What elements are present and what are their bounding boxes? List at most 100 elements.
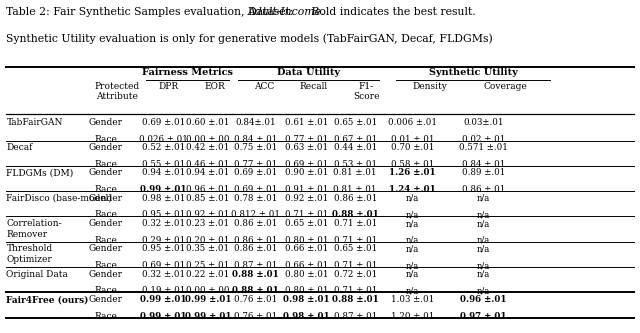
Text: 0.80 ±.01: 0.80 ±.01 (285, 236, 328, 245)
Text: 0.98 ±.01: 0.98 ±.01 (141, 194, 185, 203)
Text: n/a: n/a (477, 261, 490, 270)
Text: 0.812 ±.01: 0.812 ±.01 (231, 210, 280, 219)
Text: 0.99 ±.01: 0.99 ±.01 (140, 295, 186, 304)
Text: Race: Race (94, 286, 117, 295)
Text: 0.98 ±.01: 0.98 ±.01 (284, 295, 330, 304)
Text: 0.42 ±.01: 0.42 ±.01 (186, 143, 230, 152)
Text: 0.77 ±.01: 0.77 ±.01 (234, 160, 277, 169)
Text: 0.69 ±.01: 0.69 ±.01 (141, 118, 185, 127)
Text: 0.81 ±.01: 0.81 ±.01 (333, 185, 377, 194)
Text: n/a: n/a (406, 194, 419, 203)
Text: 0.86 ±.01: 0.86 ±.01 (234, 236, 277, 245)
Text: 0.571 ±.01: 0.571 ±.01 (459, 143, 508, 152)
Text: n/a: n/a (406, 286, 419, 295)
Text: 0.96 ±.01: 0.96 ±.01 (186, 185, 230, 194)
Text: Gender: Gender (88, 118, 123, 127)
Text: EOR: EOR (204, 82, 225, 91)
Text: ACC: ACC (254, 82, 275, 91)
Text: 0.98 ±.01: 0.98 ±.01 (284, 312, 330, 321)
Text: DPR: DPR (158, 82, 179, 91)
Text: 0.75 ±.01: 0.75 ±.01 (234, 143, 277, 152)
Text: Density: Density (413, 82, 447, 91)
Text: 0.86 ±.01: 0.86 ±.01 (461, 185, 505, 194)
Text: 0.67 ±.01: 0.67 ±.01 (333, 135, 377, 144)
Text: n/a: n/a (406, 219, 419, 228)
Text: 0.72 ±.01: 0.72 ±.01 (333, 270, 377, 279)
Text: 0.71 ±.01: 0.71 ±.01 (333, 236, 377, 245)
Text: n/a: n/a (477, 219, 490, 228)
Text: 0.87 ±.01: 0.87 ±.01 (333, 312, 377, 321)
Text: Race: Race (94, 261, 117, 270)
Text: 0.81 ±.01: 0.81 ±.01 (333, 168, 377, 177)
Text: Race: Race (94, 160, 117, 169)
Text: 0.23 ±.01: 0.23 ±.01 (186, 219, 230, 228)
Text: Original Data: Original Data (6, 270, 68, 279)
Text: 1.20 ±.01: 1.20 ±.01 (391, 312, 435, 321)
Text: 1.24 ±.01: 1.24 ±.01 (389, 185, 436, 194)
Text: n/a: n/a (406, 210, 419, 219)
Text: 0.80 ±.01: 0.80 ±.01 (285, 286, 328, 295)
Text: Gender: Gender (88, 168, 123, 177)
Text: 0.88 ±.01: 0.88 ±.01 (232, 270, 279, 279)
Text: 0.65 ±.01: 0.65 ±.01 (285, 219, 328, 228)
Text: 0.95 ±.01: 0.95 ±.01 (141, 210, 185, 219)
Text: 0.71 ±.01: 0.71 ±.01 (333, 261, 377, 270)
Text: 0.20 ±.01: 0.20 ±.01 (186, 236, 230, 245)
Text: n/a: n/a (477, 236, 490, 245)
Text: 0.61 ±.01: 0.61 ±.01 (285, 118, 328, 127)
Text: 0.55 ±.01: 0.55 ±.01 (141, 160, 185, 169)
Text: Synthetic Utility: Synthetic Utility (429, 68, 517, 77)
Text: 0.53 ±.01: 0.53 ±.01 (333, 160, 377, 169)
Text: n/a: n/a (477, 210, 490, 219)
Text: Race: Race (94, 185, 117, 194)
Text: Race: Race (94, 135, 117, 144)
Text: Gender: Gender (88, 270, 123, 279)
Text: n/a: n/a (477, 270, 490, 279)
Text: F1-
Score: F1- Score (353, 82, 380, 101)
Text: 0.86 ±.01: 0.86 ±.01 (333, 194, 377, 203)
Text: Gender: Gender (88, 219, 123, 228)
Text: 0.92 ±.01: 0.92 ±.01 (186, 210, 230, 219)
Text: 0.006 ±.01: 0.006 ±.01 (388, 118, 437, 127)
Text: Threshold
Optimizer: Threshold Optimizer (6, 244, 52, 264)
Text: Gender: Gender (88, 244, 123, 253)
Text: 0.86 ±.01: 0.86 ±.01 (234, 219, 277, 228)
Text: 0.35 ±.01: 0.35 ±.01 (186, 244, 230, 253)
Text: 0.03±.01: 0.03±.01 (463, 118, 504, 127)
Text: Race: Race (94, 210, 117, 219)
Text: 0.00 ±.00: 0.00 ±.00 (186, 135, 230, 144)
Text: 0.92 ±.01: 0.92 ±.01 (285, 194, 328, 203)
Text: 0.96 ±.01: 0.96 ±.01 (460, 295, 506, 304)
Text: 0.76 ±.01: 0.76 ±.01 (234, 312, 277, 321)
Text: 0.69 ±.01: 0.69 ±.01 (141, 261, 185, 270)
Text: 0.76 ±.01: 0.76 ±.01 (234, 295, 277, 304)
Text: 0.97 ±.01: 0.97 ±.01 (460, 312, 506, 321)
Text: n/a: n/a (477, 244, 490, 253)
Text: 0.95 ±.01: 0.95 ±.01 (141, 244, 185, 253)
Text: 0.99 ±.01: 0.99 ±.01 (185, 295, 231, 304)
Text: n/a: n/a (406, 244, 419, 253)
Text: FLDGMs (DM): FLDGMs (DM) (6, 168, 74, 177)
Text: 0.99 ±.01: 0.99 ±.01 (185, 312, 231, 321)
Text: Table 2: Fair Synthetic Samples evaluation, Dataset:: Table 2: Fair Synthetic Samples evaluati… (6, 7, 298, 17)
Text: n/a: n/a (406, 261, 419, 270)
Text: 0.88 ±.01: 0.88 ±.01 (232, 286, 279, 295)
Text: 0.32 ±.01: 0.32 ±.01 (141, 270, 185, 279)
Text: Adult-Income.: Adult-Income. (248, 7, 326, 17)
Text: 0.22 ±.01: 0.22 ±.01 (186, 270, 230, 279)
Text: 0.46 ±.01: 0.46 ±.01 (186, 160, 230, 169)
Text: n/a: n/a (477, 194, 490, 203)
Text: 0.90 ±.01: 0.90 ±.01 (285, 168, 328, 177)
Text: 0.88 ±.01: 0.88 ±.01 (332, 295, 379, 304)
Text: 0.66 ±.01: 0.66 ±.01 (285, 261, 328, 270)
Text: 0.94 ±.01: 0.94 ±.01 (141, 168, 185, 177)
Text: Gender: Gender (88, 194, 123, 203)
Text: 0.60 ±.01: 0.60 ±.01 (186, 118, 230, 127)
Text: 0.69 ±.01: 0.69 ±.01 (234, 168, 277, 177)
Text: Correlation-
Remover: Correlation- Remover (6, 219, 62, 238)
Text: 0.58 ±.01: 0.58 ±.01 (391, 160, 435, 169)
Text: Race: Race (94, 312, 117, 321)
Text: 1.26 ±.01: 1.26 ±.01 (390, 168, 436, 177)
Text: 0.66 ±.01: 0.66 ±.01 (285, 244, 328, 253)
Text: Bold indicates the best result.: Bold indicates the best result. (308, 7, 476, 17)
